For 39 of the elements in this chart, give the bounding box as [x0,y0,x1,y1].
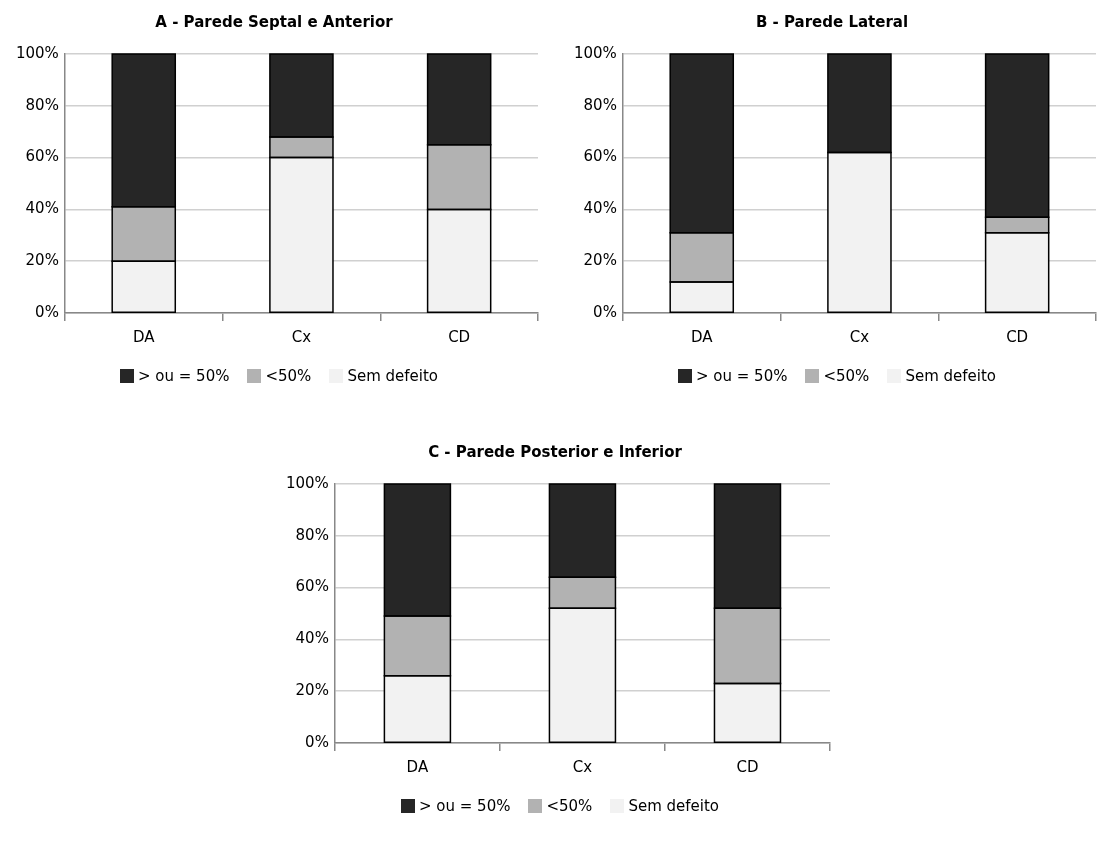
x-tick-label: DA [406,757,429,776]
legend-label: <50% [265,367,312,385]
legend-label: Sem defeito [905,367,996,385]
chart-title: A - Parede Septal e Anterior [155,12,394,31]
y-tick-label: 40% [25,199,59,218]
x-tick-label: DA [132,327,156,346]
y-tick-label: 0% [593,302,617,321]
y-tick-label: 100% [573,43,617,62]
legend-label: > ou = 50% [695,367,788,385]
y-tick-label: 0% [305,732,329,751]
legend-label: > ou = 50% [418,797,511,815]
y-tick-label: 40% [295,629,329,648]
y-tick-label: 60% [583,147,617,166]
y-tick-label: 20% [583,251,617,270]
x-tick-label: Cx [291,327,312,346]
y-tick-label: 0% [35,302,59,321]
y-tick-label: 60% [25,147,59,166]
y-tick-label: 20% [25,251,59,270]
y-tick-label: 80% [25,95,59,114]
chart-title: B - Parede Lateral [755,12,909,31]
x-tick-label: DA [690,327,714,346]
x-tick-label: Cx [849,327,870,346]
legend-label: <50% [823,367,870,385]
y-tick-label: 40% [583,199,617,218]
y-tick-label: 100% [285,473,329,492]
y-tick-label: 100% [15,43,59,62]
y-tick-label: 80% [295,525,329,544]
x-tick-label: CD [1006,327,1029,346]
legend-label: <50% [546,797,593,815]
y-tick-label: 60% [295,577,329,596]
y-tick-label: 20% [295,681,329,700]
legend-label: Sem defeito [628,797,719,815]
legend-label: Sem defeito [347,367,438,385]
x-tick-label: CD [736,757,759,776]
y-tick-label: 80% [583,95,617,114]
chart-title: C - Parede Posterior e Inferior [428,442,683,461]
legend-label: > ou = 50% [137,367,230,385]
x-tick-label: CD [448,327,471,346]
x-tick-label: Cx [572,757,593,776]
